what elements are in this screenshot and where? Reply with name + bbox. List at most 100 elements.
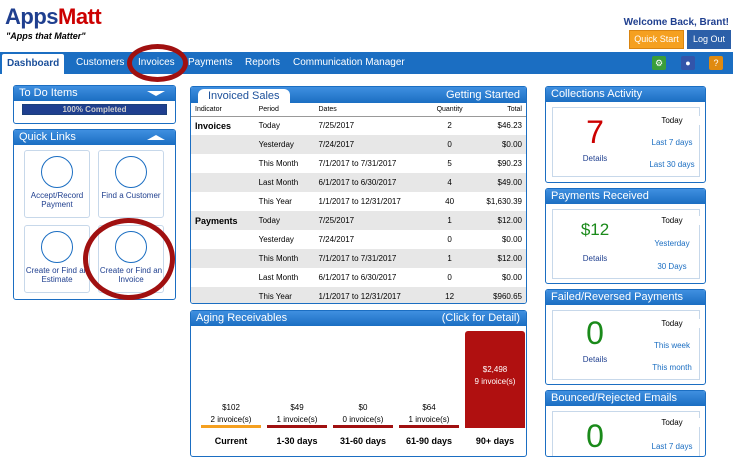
quick-start-button[interactable]: Quick Start <box>629 30 684 49</box>
option-30-days[interactable]: 30 Days <box>657 262 687 271</box>
table-row: This Month 7/1/2017 to 7/31/2017 1 $12.00 <box>191 249 526 268</box>
user-search-icon <box>115 156 147 188</box>
cell-period: Yesterday <box>258 140 294 149</box>
aging-bucket-label: 61-90 days <box>405 436 453 446</box>
option-this-week[interactable]: This week <box>653 341 690 350</box>
aging-amount: $2,498 <box>482 365 508 374</box>
nav-customers[interactable]: Customers <box>76 57 125 68</box>
app-logo[interactable]: AppsMatt <box>5 4 102 30</box>
table-row: Yesterday 7/24/2017 0 $0.00 <box>191 135 526 154</box>
cell-indicator <box>191 135 255 154</box>
find-customer-tile[interactable]: Find a Customer <box>98 150 164 218</box>
click-for-detail[interactable]: (Click for Detail) <box>441 312 520 324</box>
cell-indicator <box>191 249 255 268</box>
invoiced-sales-panel: Invoiced Sales Getting Started Indicator… <box>190 86 527 304</box>
option-today[interactable]: Today <box>637 216 705 225</box>
nav-reports[interactable]: Reports <box>245 57 281 68</box>
user-icon[interactable]: ● <box>681 56 695 70</box>
cell-dates: 7/1/2017 to 7/31/2017 <box>318 254 397 263</box>
cell-indicator <box>191 192 255 211</box>
bounced-header: Bounced/Rejected Emails <box>546 391 705 406</box>
failed-title: Failed/Reversed Payments <box>551 291 684 303</box>
welcome-text: Welcome Back, Brant! <box>623 17 729 28</box>
aging-bar[interactable] <box>465 331 525 428</box>
todo-header[interactable]: To Do Items <box>14 86 175 101</box>
option-this-month[interactable]: This month <box>652 363 692 372</box>
cell-total: $0.00 <box>501 140 522 149</box>
col-dates: Dates <box>314 103 429 117</box>
table-row: This Year 1/1/2017 to 12/31/2017 12 $960.65 <box>191 287 526 303</box>
invoices-highlight-circle <box>127 44 188 82</box>
aging-bucket-label: 31-60 days <box>339 436 387 446</box>
cell-total: $0.00 <box>501 273 522 282</box>
cell-dates: 7/24/2017 <box>318 140 355 149</box>
option-yesterday[interactable]: Yesterday <box>654 239 690 248</box>
chevron-down-icon[interactable] <box>147 91 165 96</box>
cell-indicator <box>191 230 255 249</box>
getting-started-link[interactable]: Getting Started <box>446 89 520 101</box>
table-row: This Year 1/1/2017 to 12/31/2017 40 $1,630.… <box>191 192 526 211</box>
progress-text: 100% Completed <box>62 105 127 114</box>
help-icon[interactable]: ? <box>709 56 723 70</box>
cell-total: $46.23 <box>497 121 522 131</box>
payments-details-link[interactable]: Details <box>582 254 608 263</box>
cell-quantity: 0 <box>447 235 452 244</box>
cell-indicator: Invoices <box>195 120 232 131</box>
todo-panel: To Do Items 100% Completed <box>13 85 176 124</box>
option-today[interactable]: Today <box>637 319 705 328</box>
aging-bar[interactable] <box>333 425 393 428</box>
log-out-button[interactable]: Log Out <box>687 30 731 49</box>
option-today[interactable]: Today <box>637 116 705 125</box>
cell-dates: 7/25/2017 <box>318 216 355 225</box>
document-icon <box>41 231 73 263</box>
option-today[interactable]: Today <box>637 418 705 427</box>
cell-quantity: 12 <box>445 292 455 301</box>
cell-dates: 7/1/2017 to 7/31/2017 <box>318 159 397 168</box>
nav-payments[interactable]: Payments <box>188 57 233 68</box>
cell-dates: 6/1/2017 to 6/30/2017 <box>318 178 397 187</box>
chevron-up-icon[interactable] <box>147 135 165 140</box>
aging-bar[interactable] <box>267 425 327 428</box>
create-estimate-tile[interactable]: Create or Find an Estimate <box>24 225 90 293</box>
aging-bar[interactable] <box>399 425 459 428</box>
col-quantity: Quantity <box>428 103 472 117</box>
collections-header: Collections Activity <box>546 87 705 102</box>
aging-receivables-panel[interactable]: Aging Receivables (Click for Detail) $102… <box>190 310 527 457</box>
progress-fill <box>23 105 166 114</box>
table-header-row: Indicator Period Dates Quantity Total <box>191 103 526 117</box>
accept-payment-tile[interactable]: Accept/Record Payment <box>24 150 90 218</box>
option-last-30-days[interactable]: Last 30 days <box>649 160 695 169</box>
bounced-box: 0 Today Last 7 days <box>552 411 705 456</box>
aging-count: 0 invoice(s) <box>342 415 384 424</box>
nav-dashboard[interactable]: Dashboard <box>2 54 65 74</box>
logo-matt: Matt <box>58 4 102 29</box>
aging-bar[interactable] <box>201 425 261 428</box>
cell-period: This Year <box>258 197 292 206</box>
collections-details-link[interactable]: Details <box>582 154 608 163</box>
aging-chart: $102 2 invoice(s) Current $49 1 invoice(s) 1-… <box>191 326 526 456</box>
option-last-7-days[interactable]: Last 7 days <box>651 138 693 147</box>
table-row: Payments Today 7/25/2017 1 $12.00 <box>191 211 526 230</box>
nav-communication-manager[interactable]: Communication Manager <box>293 57 405 68</box>
settings-icon[interactable]: ⚙ <box>652 56 666 70</box>
collections-title: Collections Activity <box>551 88 643 100</box>
cell-quantity: 2 <box>447 121 452 131</box>
cell-period: Yesterday <box>258 235 294 244</box>
cell-period: Last Month <box>258 178 299 187</box>
aging-bucket-label: Current <box>214 436 248 446</box>
aging-header[interactable]: Aging Receivables (Click for Detail) <box>191 311 526 326</box>
failed-details-link[interactable]: Details <box>582 355 608 364</box>
cell-total: $12.00 <box>497 254 522 263</box>
failed-box: 0 Details Today This week This month <box>552 310 705 380</box>
todo-title: To Do Items <box>19 87 78 99</box>
table-row: Yesterday 7/24/2017 0 $0.00 <box>191 230 526 249</box>
quick-links-header[interactable]: Quick Links <box>14 130 175 145</box>
cell-quantity: 0 <box>447 273 452 282</box>
payments-received-box: $12 Details Today Yesterday 30 Days <box>552 209 705 279</box>
collections-panel: Collections Activity 7 Details Today Las… <box>545 86 706 183</box>
tab-invoiced-sales[interactable]: Invoiced Sales <box>198 89 290 103</box>
option-last-7-days[interactable]: Last 7 days <box>651 442 693 451</box>
aging-amount: $64 <box>422 403 436 412</box>
cell-quantity: 5 <box>447 159 452 168</box>
quick-links-title: Quick Links <box>19 131 76 143</box>
